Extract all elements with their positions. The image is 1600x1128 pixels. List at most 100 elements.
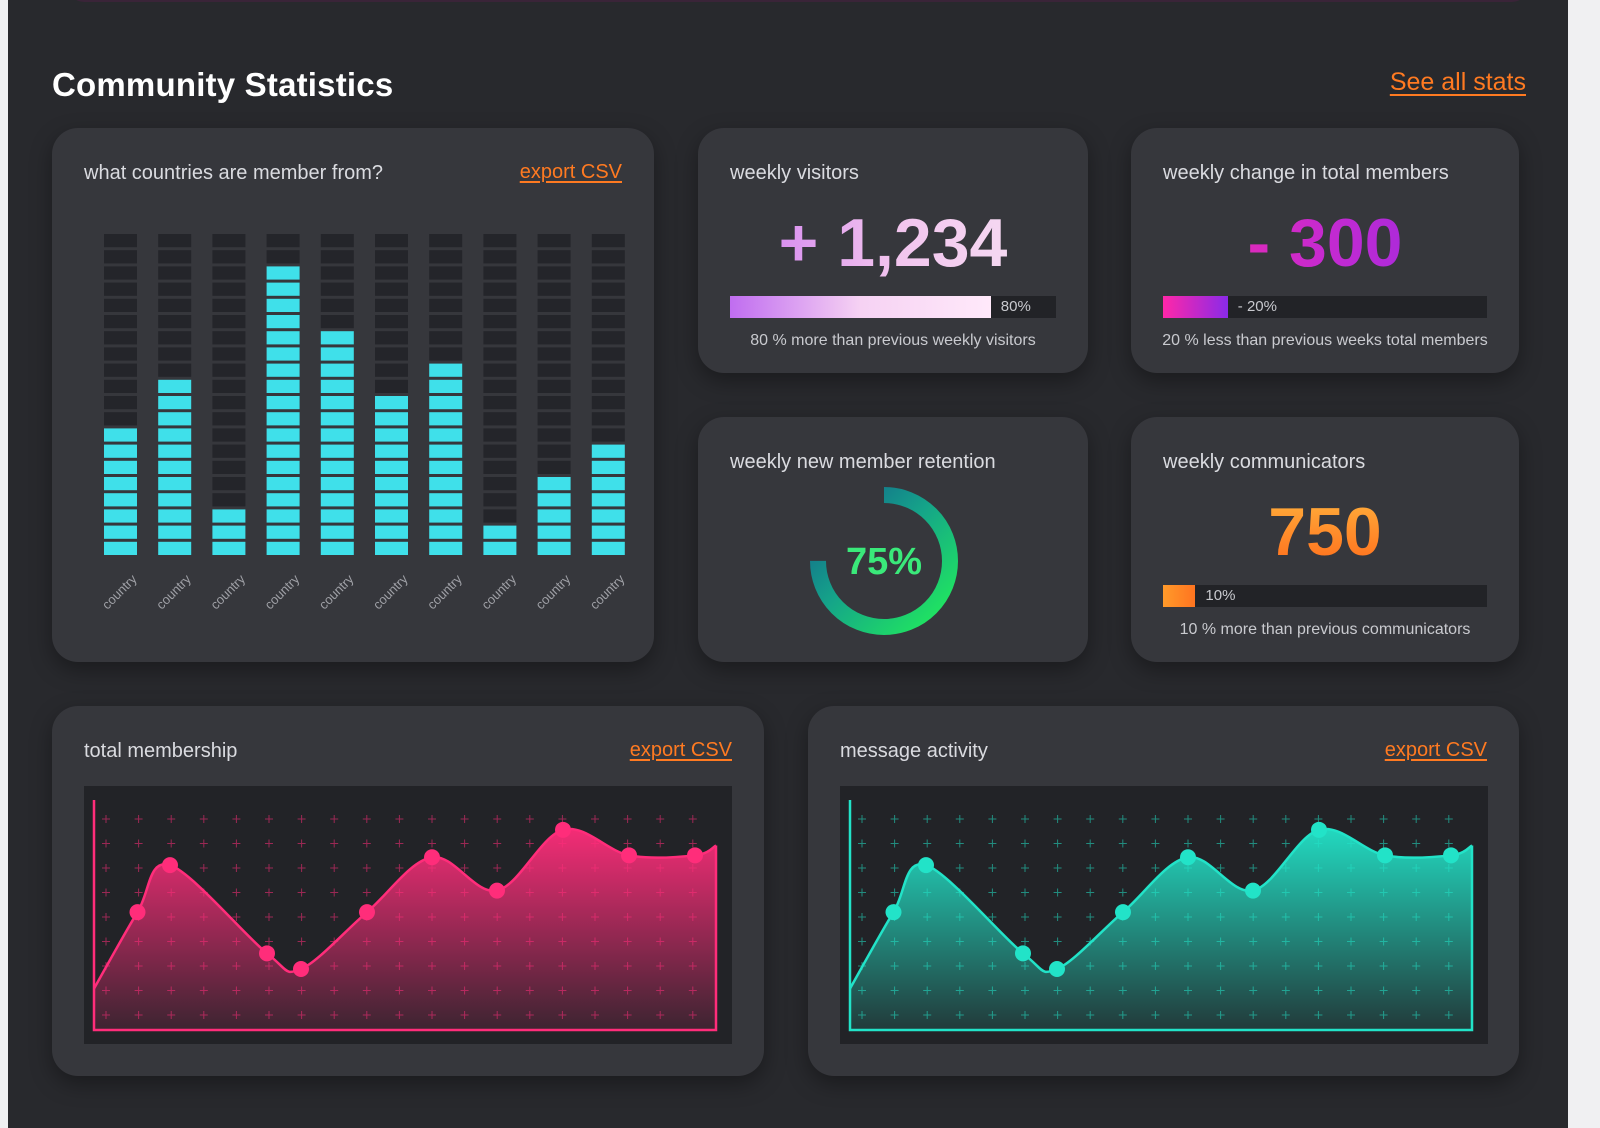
bar-segment-empty (483, 412, 517, 426)
members-change-progress-label: - 20% (1237, 298, 1277, 315)
communicators-value: 750 (1131, 493, 1519, 571)
bar-segment-empty (104, 412, 137, 426)
bar-segment-filled (375, 396, 408, 410)
bar-segment-empty (212, 266, 246, 280)
see-all-stats-link[interactable]: See all stats (1389, 68, 1526, 96)
weekly-visitors-progress-label: 80% (1000, 298, 1031, 315)
weekly-visitors-progress-fill (730, 296, 991, 318)
data-point (359, 904, 375, 921)
bar-segment-empty (320, 234, 354, 248)
bar-segment-empty (212, 477, 246, 491)
bar-segment-filled (212, 525, 246, 539)
dashboard: Community Statistics See all stats what … (8, 0, 1568, 1128)
country-bar (266, 234, 300, 555)
area-fill (850, 829, 1472, 1030)
data-point (621, 847, 637, 864)
bar-segment-empty (537, 428, 571, 442)
message-activity-title: message activity (840, 740, 988, 762)
bar-segment-filled (266, 363, 300, 377)
bar-segment-filled (375, 541, 408, 555)
bar-segment-filled (158, 396, 192, 410)
data-point (1377, 847, 1393, 864)
bar-segment-empty (429, 347, 463, 361)
data-point (1245, 882, 1261, 899)
messages-area-chart (848, 800, 1474, 1032)
communicators-card: weekly communicators 750 10% 10 % more t… (1131, 417, 1519, 662)
bar-segment-empty (591, 379, 625, 393)
bar-segment-empty (483, 234, 517, 248)
communicators-title: weekly communicators (1163, 451, 1366, 473)
members-change-title: weekly change in total members (1163, 162, 1449, 184)
bar-segment-filled (320, 541, 354, 555)
bar-segment-filled (266, 315, 300, 329)
top-panel-edge (68, 0, 1528, 2)
members-change-caption: 20 % less than previous weeks total memb… (1162, 332, 1488, 349)
bar-segment-filled (104, 444, 137, 458)
bar-segment-empty (104, 266, 137, 280)
bar-segment-empty (483, 493, 517, 507)
data-point (1015, 945, 1031, 962)
bar-segment-filled (375, 509, 408, 523)
bar-segment-empty (158, 347, 192, 361)
membership-area-chart (92, 800, 718, 1032)
bar-segment-empty (212, 315, 246, 329)
bar-segment-filled (537, 541, 571, 555)
retention-ring-chart: 75% (810, 487, 958, 635)
bar-segment-filled (266, 347, 300, 361)
bar-segment-filled (591, 541, 625, 555)
bar-segment-empty (212, 282, 246, 296)
data-point (1115, 904, 1131, 921)
bar-segment-filled (320, 412, 354, 426)
bar-segment-filled (266, 509, 300, 523)
weekly-visitors-progress-track: 80% (730, 296, 1056, 318)
data-point (687, 847, 703, 864)
country-bar (483, 234, 517, 555)
bar-segment-filled (320, 331, 354, 345)
data-point (555, 821, 571, 838)
bar-segment-filled (266, 428, 300, 442)
bar-segment-filled (429, 525, 463, 539)
bar-segment-empty (591, 428, 625, 442)
bar-segment-filled (158, 444, 192, 458)
bar-segment-filled (429, 509, 463, 523)
bar-segment-filled (429, 477, 463, 491)
bar-segment-filled (266, 331, 300, 345)
messages-export-csv-link[interactable]: export CSV (1384, 739, 1487, 761)
bar-segment-empty (483, 347, 517, 361)
data-point (1443, 847, 1459, 864)
retention-value: 75% (846, 541, 922, 583)
bar-segment-empty (158, 250, 192, 264)
bar-segment-empty (537, 460, 571, 474)
bar-segment-filled (591, 509, 625, 523)
bar-segment-filled (266, 541, 300, 555)
bar-segment-filled (158, 379, 192, 393)
country-bar (591, 234, 625, 555)
retention-ring-arc (810, 487, 958, 635)
bar-segment-empty (375, 298, 408, 312)
bar-segment-filled (429, 412, 463, 426)
bar-segment-empty (212, 331, 246, 345)
bar-segment-empty (537, 379, 571, 393)
bar-segment-filled (266, 444, 300, 458)
bar-segment-empty (212, 493, 246, 507)
data-point (885, 904, 902, 921)
chart-frame (92, 800, 718, 1032)
data-point (259, 945, 275, 962)
bar-segment-filled (320, 379, 354, 393)
bar-segment-empty (537, 363, 571, 377)
members-change-progress-track: - 20% (1163, 296, 1487, 318)
bar-segment-empty (266, 234, 300, 248)
countries-export-csv-link[interactable]: export CSV (519, 161, 622, 183)
bar-segment-empty (429, 282, 463, 296)
bar-segment-filled (483, 541, 517, 555)
country-tick-label: country (370, 571, 411, 612)
bar-segment-filled (266, 396, 300, 410)
bar-segment-filled (266, 460, 300, 474)
bar-segment-filled (320, 509, 354, 523)
area-fill (94, 829, 716, 1030)
data-point (424, 849, 440, 866)
total-membership-title: total membership (84, 740, 238, 762)
bar-segment-filled (320, 493, 354, 507)
membership-export-csv-link[interactable]: export CSV (629, 739, 732, 761)
bar-segment-empty (591, 250, 625, 264)
